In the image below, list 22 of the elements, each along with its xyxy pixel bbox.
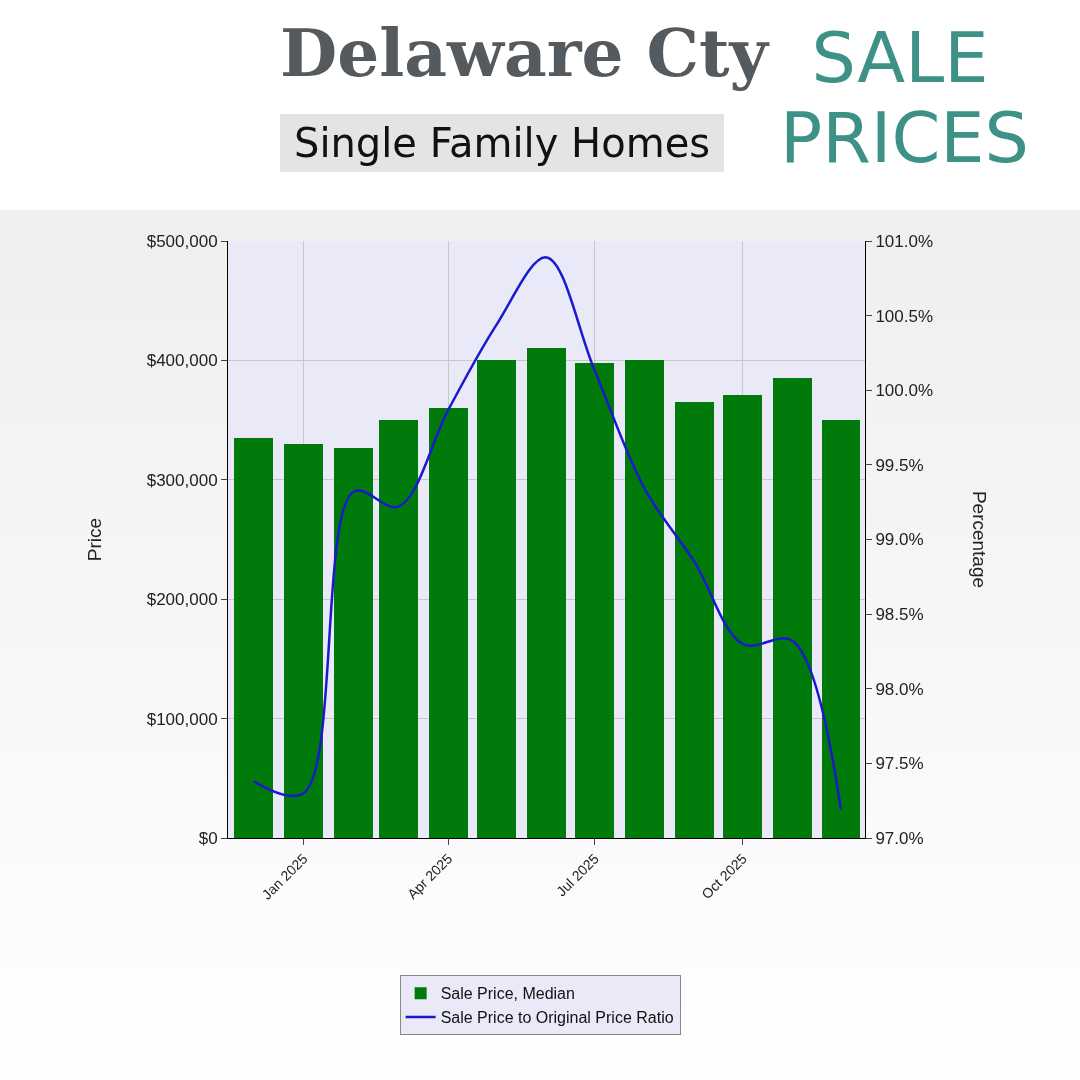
legend-label: Sale Price to Original Price Ratio — [440, 1009, 674, 1027]
y-tick-label: $300,000 — [146, 470, 218, 490]
legend-label: Sale Price, Median — [440, 985, 575, 1003]
y2-tick-label: 97.5% — [875, 754, 924, 774]
y2-tick-label: 97.0% — [875, 828, 924, 848]
y-tick-label: $200,000 — [146, 590, 218, 610]
y-tick-label: $500,000 — [146, 231, 218, 251]
y-tick-label: $0 — [198, 828, 218, 848]
y2-axis-title: Percentage — [968, 490, 990, 589]
y-tick-label: $400,000 — [146, 351, 218, 371]
chart-subtitle: Single Family Homes — [280, 114, 725, 172]
y2-tick-label: 100.0% — [875, 381, 934, 401]
y2-tick-label: 99.5% — [875, 455, 924, 475]
y2-tick-label: 98.5% — [875, 605, 924, 625]
y-tick-label: $100,000 — [146, 709, 218, 729]
y2-tick-label: 99.0% — [875, 530, 924, 550]
y2-tick-label: 101.0% — [875, 231, 934, 251]
y2-tick-label: 98.0% — [875, 679, 924, 699]
y2-tick-label: 100.5% — [875, 306, 934, 326]
text: SALE PRICES — [780, 17, 1030, 179]
chart-title: Delaware Cty — [280, 14, 768, 92]
y-axis-title: Price — [83, 517, 105, 562]
